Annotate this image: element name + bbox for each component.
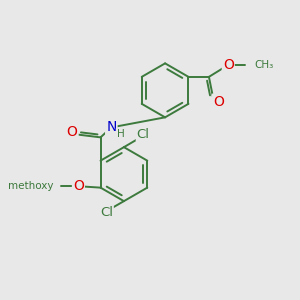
Text: Cl: Cl <box>137 128 150 141</box>
Text: Cl: Cl <box>100 206 113 219</box>
Text: methoxy: methoxy <box>8 181 53 191</box>
Text: H: H <box>117 129 124 139</box>
Text: O: O <box>67 125 78 139</box>
Text: O: O <box>73 179 84 193</box>
Text: O: O <box>213 94 224 109</box>
Text: O: O <box>223 58 234 72</box>
Text: N: N <box>106 120 116 134</box>
Text: CH₃: CH₃ <box>254 60 274 70</box>
